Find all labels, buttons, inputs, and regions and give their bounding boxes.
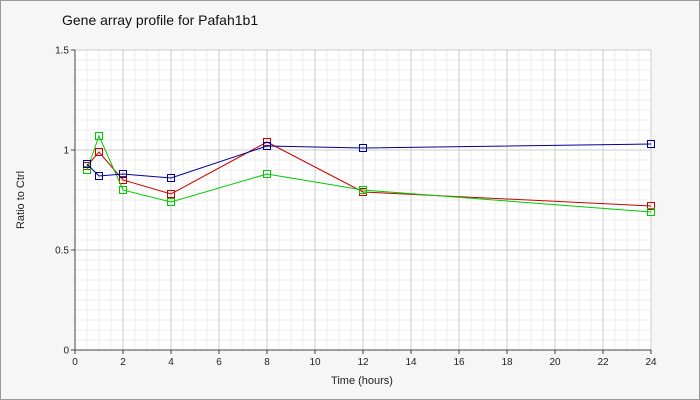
data-point-marker xyxy=(167,190,175,198)
x-tick-label: 18 xyxy=(501,357,513,368)
y-tick-label: 0 xyxy=(63,346,69,357)
data-point-marker xyxy=(95,148,103,156)
series-layer xyxy=(83,132,655,216)
y-tick-label: 0.5 xyxy=(55,246,69,257)
series-line xyxy=(86,141,652,207)
x-tick-label: 2 xyxy=(120,357,126,368)
data-point-marker xyxy=(83,160,91,168)
series-line xyxy=(86,134,652,213)
x-tick-label: 8 xyxy=(264,357,270,368)
data-point-marker xyxy=(167,198,175,206)
data-point-marker xyxy=(647,202,655,210)
data-point-marker xyxy=(263,170,271,178)
x-tick-label: 22 xyxy=(597,357,609,368)
data-point-marker xyxy=(95,132,103,140)
data-point-marker xyxy=(119,170,127,178)
y-tick-label: 1.5 xyxy=(55,46,69,57)
data-point-marker xyxy=(119,176,127,184)
series-3 xyxy=(83,140,655,182)
data-point-marker xyxy=(167,174,175,182)
data-point-marker xyxy=(359,186,367,194)
y-tick-label: 1 xyxy=(63,146,69,157)
data-point-marker xyxy=(647,140,655,148)
x-axis-label: Time (hours) xyxy=(331,375,393,387)
data-point-marker xyxy=(359,144,367,152)
series-line xyxy=(86,143,652,179)
series-2 xyxy=(83,132,655,216)
chart-title: Gene array profile for Pafah1b1 xyxy=(62,12,258,28)
data-point-marker xyxy=(95,172,103,180)
data-point-marker xyxy=(647,208,655,216)
data-point-marker xyxy=(83,166,91,174)
x-tick-label: 0 xyxy=(72,357,78,368)
data-point-marker xyxy=(119,186,127,194)
x-tick-label: 24 xyxy=(645,357,657,368)
axes xyxy=(71,49,652,354)
data-point-marker xyxy=(263,142,271,150)
x-tick-label: 6 xyxy=(216,357,222,368)
x-tick-label: 20 xyxy=(549,357,561,368)
x-tick-label: 4 xyxy=(168,357,174,368)
y-tick-labels: 0 0.5 1 1.5 xyxy=(55,46,69,357)
x-tick-label: 10 xyxy=(309,357,321,368)
x-tick-label: 16 xyxy=(453,357,465,368)
y-axis-label: Ratio to Ctrl xyxy=(15,171,27,229)
x-tick-label: 14 xyxy=(405,357,417,368)
x-tick-label: 12 xyxy=(357,357,369,368)
x-tick-labels: 0 2 4 6 8 10 12 14 16 18 20 22 24 xyxy=(72,357,657,368)
